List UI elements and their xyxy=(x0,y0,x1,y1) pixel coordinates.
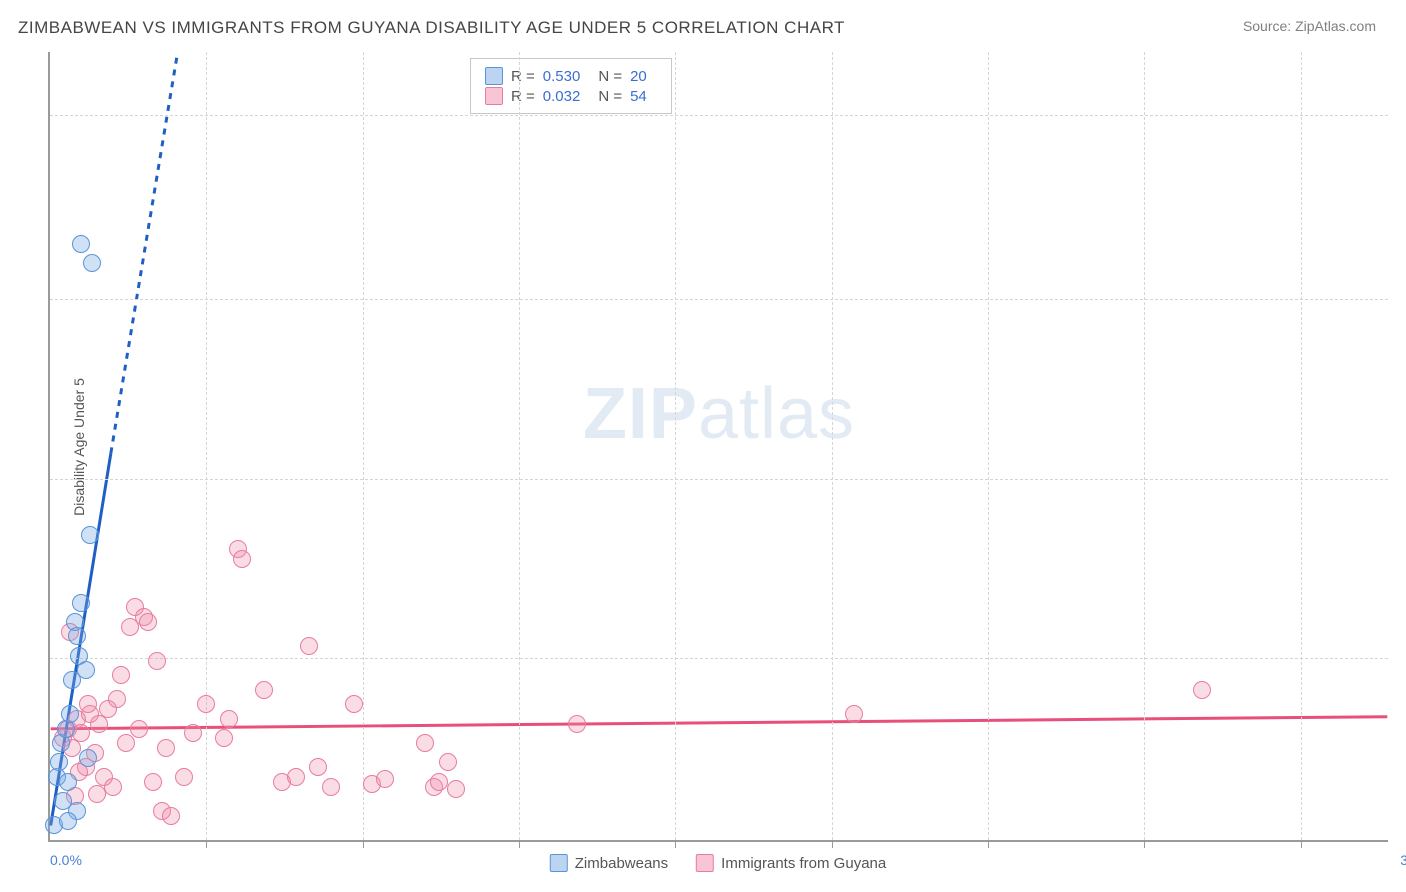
data-point xyxy=(287,768,305,786)
gridline-v xyxy=(206,52,207,840)
data-point xyxy=(108,690,126,708)
gridline-v xyxy=(675,52,676,840)
gridline-v xyxy=(988,52,989,840)
trend-lines xyxy=(50,52,1388,840)
data-point xyxy=(104,778,122,796)
data-point xyxy=(77,661,95,679)
data-point xyxy=(322,778,340,796)
data-point xyxy=(184,724,202,742)
data-point xyxy=(130,720,148,738)
gridline-h xyxy=(50,115,1388,116)
data-point xyxy=(845,705,863,723)
scatter-chart: Disability Age Under 5 ZIPatlas R = 0.53… xyxy=(48,52,1388,842)
x-axis-min-label: 0.0% xyxy=(50,852,82,868)
data-point xyxy=(50,753,68,771)
gridline-v xyxy=(1144,52,1145,840)
data-point xyxy=(300,637,318,655)
gridline-h xyxy=(50,658,1388,659)
data-point xyxy=(83,254,101,272)
data-point xyxy=(220,710,238,728)
data-point xyxy=(430,773,448,791)
plot-area: ZIPatlas R = 0.530 N = 20 R = 0.032 N = … xyxy=(48,52,1388,842)
data-point xyxy=(79,695,97,713)
gridline-h xyxy=(50,299,1388,300)
x-tick xyxy=(675,840,676,848)
data-point xyxy=(59,812,77,830)
data-point xyxy=(197,695,215,713)
data-point xyxy=(68,627,86,645)
data-point xyxy=(148,652,166,670)
gridline-h xyxy=(50,479,1388,480)
page-title: ZIMBABWEAN VS IMMIGRANTS FROM GUYANA DIS… xyxy=(18,18,845,38)
data-point xyxy=(72,724,90,742)
data-point xyxy=(568,715,586,733)
data-point xyxy=(175,768,193,786)
data-point xyxy=(439,753,457,771)
data-point xyxy=(345,695,363,713)
data-point xyxy=(139,613,157,631)
data-point xyxy=(309,758,327,776)
x-tick xyxy=(988,840,989,848)
data-point xyxy=(144,773,162,791)
data-point xyxy=(81,526,99,544)
data-point xyxy=(79,749,97,767)
data-point xyxy=(117,734,135,752)
gridline-v xyxy=(832,52,833,840)
data-point xyxy=(61,705,79,723)
legend-item-guyana: Immigrants from Guyana xyxy=(696,854,886,872)
gridline-v xyxy=(363,52,364,840)
x-tick xyxy=(519,840,520,848)
source-label: Source: ZipAtlas.com xyxy=(1243,18,1376,34)
x-tick xyxy=(832,840,833,848)
data-point xyxy=(233,550,251,568)
legend: Zimbabweans Immigrants from Guyana xyxy=(550,854,886,872)
data-point xyxy=(72,235,90,253)
data-point xyxy=(376,770,394,788)
swatch-icon xyxy=(550,854,568,872)
data-point xyxy=(59,773,77,791)
data-point xyxy=(88,785,106,803)
data-point xyxy=(162,807,180,825)
x-tick xyxy=(1301,840,1302,848)
legend-item-zimbabweans: Zimbabweans xyxy=(550,854,668,872)
x-tick xyxy=(206,840,207,848)
x-axis-max-label: 30.0% xyxy=(1400,852,1406,868)
x-tick xyxy=(363,840,364,848)
data-point xyxy=(1193,681,1211,699)
data-point xyxy=(255,681,273,699)
gridline-v xyxy=(1301,52,1302,840)
data-point xyxy=(215,729,233,747)
data-point xyxy=(416,734,434,752)
data-point xyxy=(112,666,130,684)
data-point xyxy=(157,739,175,757)
gridline-v xyxy=(519,52,520,840)
data-point xyxy=(447,780,465,798)
x-tick xyxy=(1144,840,1145,848)
data-point xyxy=(72,594,90,612)
swatch-icon xyxy=(696,854,714,872)
